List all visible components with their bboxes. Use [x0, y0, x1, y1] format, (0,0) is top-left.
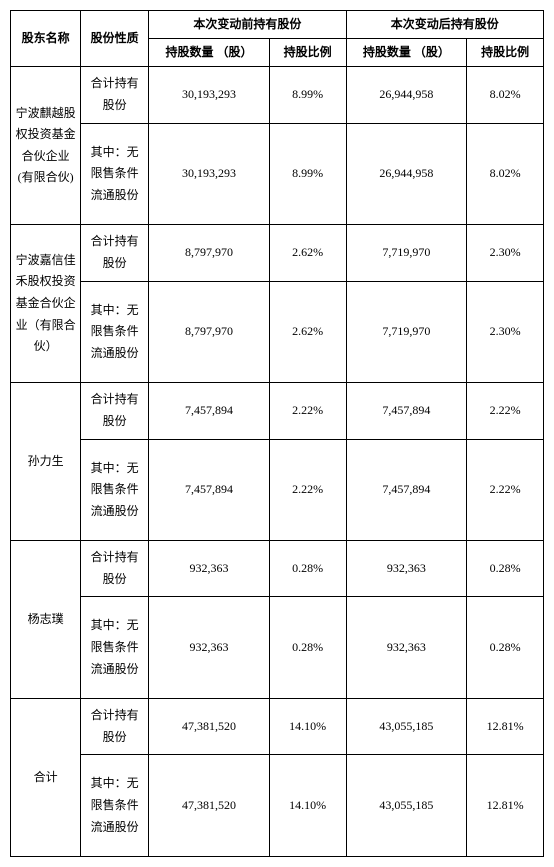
cell-value: 932,363: [346, 541, 467, 597]
header-after-ratio: 持股比例: [467, 39, 544, 67]
cell-value: 47,381,520: [149, 699, 270, 755]
cell-value: 8.02%: [467, 123, 544, 225]
table-row: 其中：无限售条件流通股份 932,363 0.28% 932,363 0.28%: [11, 597, 544, 699]
table-body: 宁波麒越股权投资基金合伙企业(有限合伙) 合计持有股份 30,193,293 8…: [11, 67, 544, 857]
cell-value: 43,055,185: [346, 755, 467, 857]
cell-value: 2.22%: [467, 383, 544, 439]
cell-value: 8.99%: [269, 67, 346, 123]
cell-value: 932,363: [149, 597, 270, 699]
cell-value: 7,457,894: [346, 439, 467, 541]
cell-sharetype-unrestricted: 其中：无限售条件流通股份: [81, 439, 149, 541]
header-shareholder: 股东名称: [11, 11, 81, 67]
cell-value: 7,457,894: [346, 383, 467, 439]
cell-value: 8,797,970: [149, 225, 270, 281]
cell-sharetype-unrestricted: 其中：无限售条件流通股份: [81, 281, 149, 383]
cell-value: 0.28%: [269, 541, 346, 597]
cell-value: 7,457,894: [149, 439, 270, 541]
header-before-qty: 持股数量 （股）: [149, 39, 270, 67]
cell-value: 26,944,958: [346, 67, 467, 123]
header-before-group: 本次变动前持有股份: [149, 11, 346, 39]
cell-shareholder-name: 宁波嘉信佳禾股权投资基金合伙企业（有限合伙）: [11, 225, 81, 383]
table-row: 合计 合计持有股份 47,381,520 14.10% 43,055,185 1…: [11, 699, 544, 755]
cell-sharetype-total: 合计持有股份: [81, 699, 149, 755]
header-sharetype: 股份性质: [81, 11, 149, 67]
cell-value: 0.28%: [269, 597, 346, 699]
cell-value: 12.81%: [467, 699, 544, 755]
table-row: 宁波嘉信佳禾股权投资基金合伙企业（有限合伙） 合计持有股份 8,797,970 …: [11, 225, 544, 281]
cell-value: 8,797,970: [149, 281, 270, 383]
cell-sharetype-unrestricted: 其中：无限售条件流通股份: [81, 597, 149, 699]
table-row: 其中：无限售条件流通股份 30,193,293 8.99% 26,944,958…: [11, 123, 544, 225]
shareholding-table: 股东名称 股份性质 本次变动前持有股份 本次变动后持有股份 持股数量 （股） 持…: [10, 10, 544, 857]
cell-value: 0.28%: [467, 597, 544, 699]
cell-value: 2.30%: [467, 281, 544, 383]
table-row: 其中：无限售条件流通股份 7,457,894 2.22% 7,457,894 2…: [11, 439, 544, 541]
cell-value: 8.99%: [269, 123, 346, 225]
cell-value: 12.81%: [467, 755, 544, 857]
table-row: 其中：无限售条件流通股份 8,797,970 2.62% 7,719,970 2…: [11, 281, 544, 383]
cell-sharetype-unrestricted: 其中：无限售条件流通股份: [81, 123, 149, 225]
cell-shareholder-name: 合计: [11, 699, 81, 857]
cell-shareholder-name: 孙力生: [11, 383, 81, 541]
cell-value: 2.22%: [269, 439, 346, 541]
cell-sharetype-total: 合计持有股份: [81, 383, 149, 439]
cell-value: 2.30%: [467, 225, 544, 281]
cell-value: 30,193,293: [149, 67, 270, 123]
cell-value: 2.22%: [269, 383, 346, 439]
cell-value: 30,193,293: [149, 123, 270, 225]
table-row: 其中：无限售条件流通股份 47,381,520 14.10% 43,055,18…: [11, 755, 544, 857]
cell-value: 8.02%: [467, 67, 544, 123]
table-row: 杨志璞 合计持有股份 932,363 0.28% 932,363 0.28%: [11, 541, 544, 597]
cell-value: 14.10%: [269, 699, 346, 755]
table-row: 孙力生 合计持有股份 7,457,894 2.22% 7,457,894 2.2…: [11, 383, 544, 439]
cell-sharetype-unrestricted: 其中：无限售条件流通股份: [81, 755, 149, 857]
cell-value: 26,944,958: [346, 123, 467, 225]
cell-value: 2.62%: [269, 281, 346, 383]
cell-value: 7,719,970: [346, 225, 467, 281]
cell-value: 14.10%: [269, 755, 346, 857]
cell-value: 2.22%: [467, 439, 544, 541]
cell-value: 7,719,970: [346, 281, 467, 383]
cell-shareholder-name: 杨志璞: [11, 541, 81, 699]
cell-sharetype-total: 合计持有股份: [81, 67, 149, 123]
header-after-qty: 持股数量 （股）: [346, 39, 467, 67]
cell-value: 932,363: [346, 597, 467, 699]
cell-value: 2.62%: [269, 225, 346, 281]
cell-value: 7,457,894: [149, 383, 270, 439]
cell-value: 43,055,185: [346, 699, 467, 755]
cell-shareholder-name: 宁波麒越股权投资基金合伙企业(有限合伙): [11, 67, 81, 225]
header-after-group: 本次变动后持有股份: [346, 11, 543, 39]
cell-sharetype-total: 合计持有股份: [81, 225, 149, 281]
cell-sharetype-total: 合计持有股份: [81, 541, 149, 597]
cell-value: 0.28%: [467, 541, 544, 597]
table-row: 宁波麒越股权投资基金合伙企业(有限合伙) 合计持有股份 30,193,293 8…: [11, 67, 544, 123]
cell-value: 932,363: [149, 541, 270, 597]
header-before-ratio: 持股比例: [269, 39, 346, 67]
cell-value: 47,381,520: [149, 755, 270, 857]
